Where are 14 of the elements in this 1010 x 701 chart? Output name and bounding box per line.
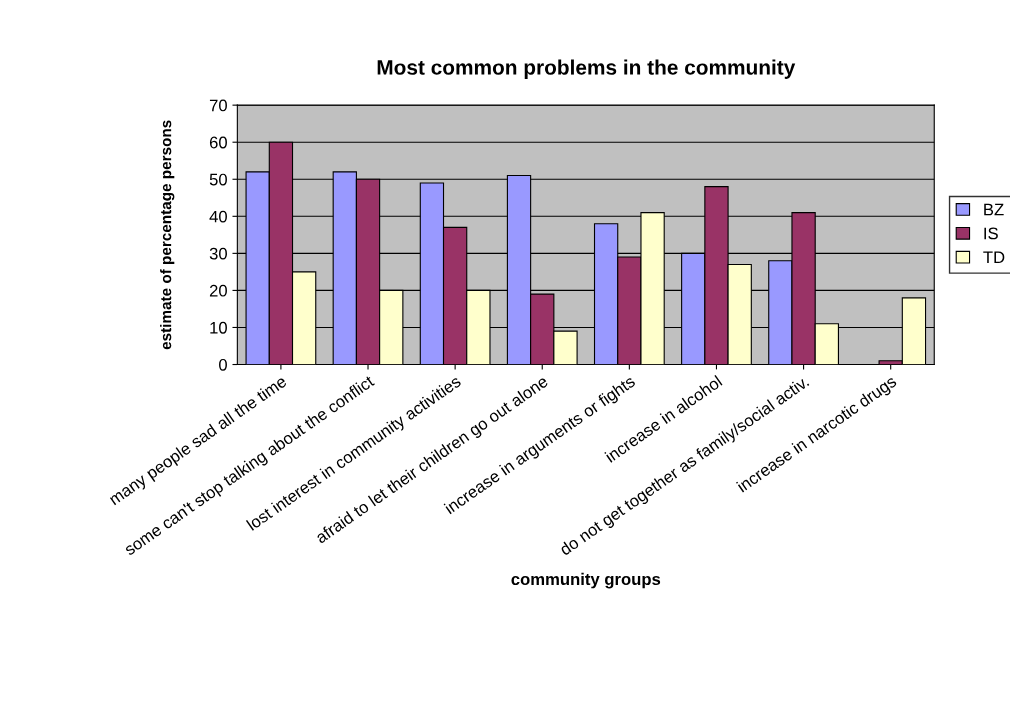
x-axis-title: community groups <box>511 572 661 589</box>
legend-label: IS <box>984 227 998 240</box>
y-tick-label: 20 <box>209 284 227 297</box>
y-tick-label: 40 <box>209 210 227 223</box>
chart-title: Most common problems in the community <box>377 59 796 79</box>
y-tick-label: 30 <box>209 247 227 260</box>
y-tick-label: 0 <box>219 358 227 371</box>
y-tick-label: 10 <box>210 321 227 334</box>
y-tick-label: 60 <box>209 136 227 149</box>
legend-label: BZ <box>984 203 1004 216</box>
y-tick-label: 70 <box>209 99 227 112</box>
legend-label: TD <box>983 251 1005 264</box>
y-tick-label: 50 <box>209 173 227 186</box>
y-axis-title: estimate of percentage persons <box>160 120 175 350</box>
